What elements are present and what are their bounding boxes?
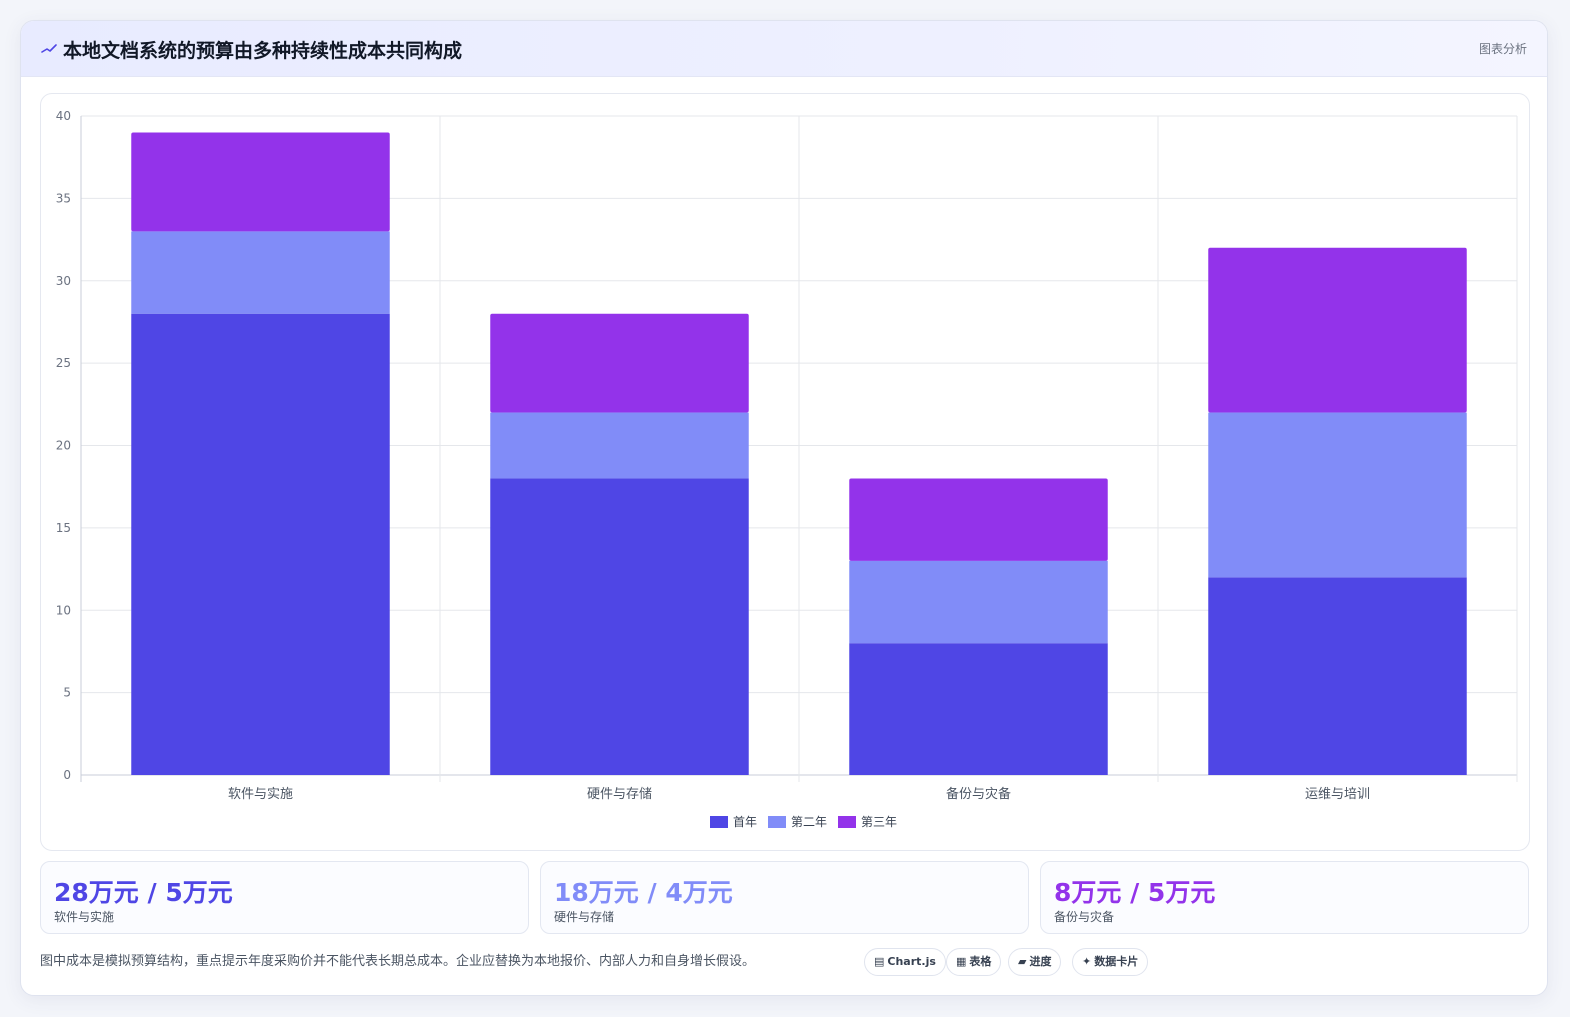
x-category-label: 运维与培训 <box>1305 786 1370 802</box>
y-tick-label: 10 <box>56 603 71 617</box>
header-tag: 图表分析 <box>1478 42 1527 56</box>
table-icon: ▦ <box>956 955 967 968</box>
stat-value: 18万元 / 4万元 <box>554 878 733 907</box>
bar-segment <box>1208 412 1467 578</box>
legend-label: 第二年 <box>791 815 827 829</box>
stat-card: 18万元 / 4万元 硬件与存储 <box>540 861 1029 934</box>
chip-table[interactable]: ▦ 表格 <box>946 948 1002 976</box>
stat-label: 备份与灾备 <box>1054 910 1115 924</box>
chip-label: 数据卡片 <box>1094 955 1139 968</box>
chart-panel: 0 5 10 15 20 25 30 35 40 软件与实施 硬件与存储 备份与灾备 运维与培训首年 第二… <box>40 93 1530 851</box>
bar-segment <box>849 643 1108 775</box>
y-tick-label: 40 <box>56 109 71 123</box>
stat-label: 软件与实施 <box>54 910 115 924</box>
bar-segment <box>131 313 390 775</box>
chip-progress[interactable]: ▰ 进度 <box>1008 948 1062 976</box>
y-tick-label: 20 <box>56 439 71 453</box>
chip-chartjs[interactable]: ▤ Chart.js <box>864 948 946 976</box>
x-category-label: 软件与实施 <box>228 787 293 802</box>
chart-icon: ▤ <box>874 955 885 968</box>
chip-label: Chart.js <box>887 955 936 968</box>
y-tick-label: 5 <box>63 686 71 700</box>
bar-segment <box>490 313 749 413</box>
stat-value: 8万元 / 5万元 <box>1054 878 1216 907</box>
progress-icon: ▰ <box>1018 955 1027 968</box>
y-tick-label: 30 <box>56 274 71 288</box>
stat-cards: 28万元 / 5万元 软件与实施 18万元 / 4万元 硬件与存储 8万元 / … <box>40 861 1530 934</box>
legend-swatch <box>710 816 728 828</box>
page-title: 本地文档系统的预算由多种持续性成本共同构成 <box>63 40 463 62</box>
trend-line-icon <box>41 44 57 53</box>
legend-label: 第三年 <box>861 815 897 829</box>
legend-swatch <box>838 816 856 828</box>
stat-label: 硬件与存储 <box>554 910 615 924</box>
y-tick-label: 0 <box>63 768 71 782</box>
bar-segment <box>849 560 1108 644</box>
chip-label: 表格 <box>969 955 992 968</box>
card-header: 本地文档系统的预算由多种持续性成本共同构成 图表分析 <box>21 21 1547 77</box>
bar-segment <box>131 231 390 314</box>
y-tick-label: 35 <box>56 191 71 205</box>
stat-card: 8万元 / 5万元 备份与灾备 <box>1040 861 1529 934</box>
legend-swatch <box>768 816 786 828</box>
x-category-label: 备份与灾备 <box>946 786 1011 802</box>
bar-segment <box>1208 247 1467 413</box>
x-category-label: 硬件与存储 <box>587 787 652 802</box>
bar-segment <box>490 478 749 775</box>
stat-value: 28万元 / 5万元 <box>54 878 233 907</box>
sparkle-icon: ✦ <box>1082 955 1092 968</box>
chip-label: 进度 <box>1029 955 1052 968</box>
bar-segment <box>849 478 1108 561</box>
stat-card: 28万元 / 5万元 软件与实施 <box>40 861 529 934</box>
bar-segment <box>131 132 390 232</box>
legend-label: 首年 <box>733 815 757 829</box>
chip-data-cards[interactable]: ✦ 数据卡片 <box>1072 948 1149 976</box>
chart-card: 本地文档系统的预算由多种持续性成本共同构成 图表分析 0 5 10 15 20 25 30 3… <box>20 20 1548 996</box>
bar-segment <box>1208 577 1467 775</box>
bar-segment <box>490 412 749 479</box>
y-tick-label: 15 <box>56 521 71 535</box>
y-tick-label: 25 <box>56 356 71 370</box>
footer-note: 图中成本是模拟预算结构，重点提示年度采购价并不能代表长期总成本。企业应替换为本地… <box>40 954 756 969</box>
